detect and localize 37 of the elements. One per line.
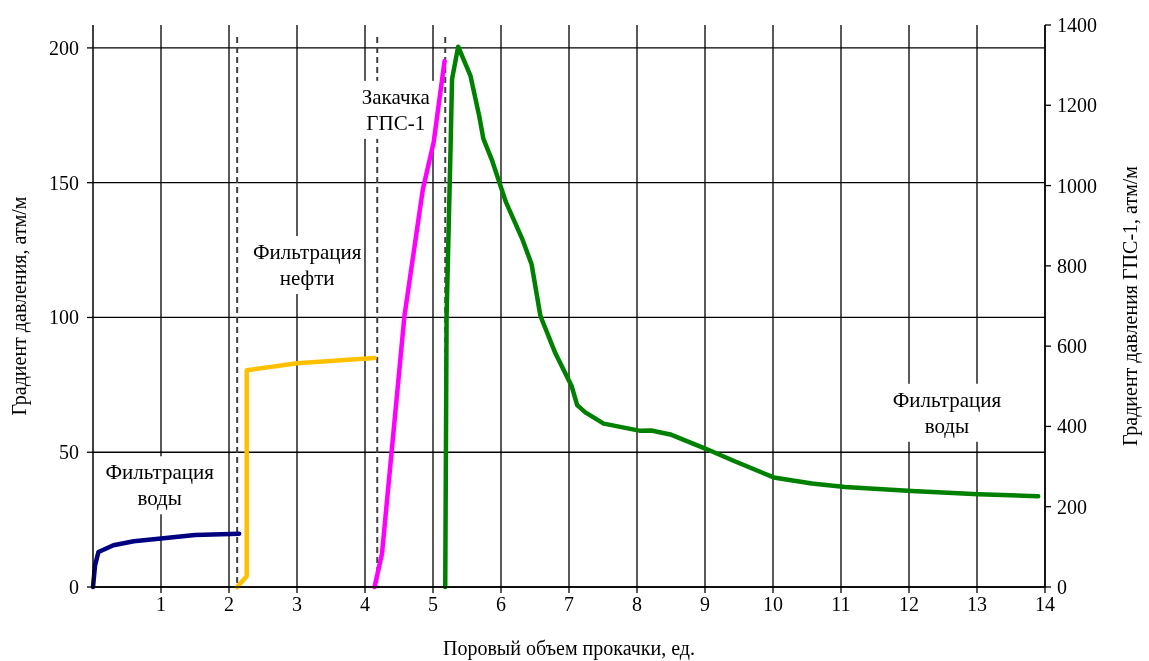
x-tick-label: 3 [292,593,302,615]
x-tick-label: 9 [700,593,710,615]
x-tick-label: 5 [428,593,438,615]
y2-tick-label: 200 [1057,495,1087,518]
y2-tick-label: 1400 [1057,14,1097,36]
line-series [442,44,1041,590]
x-tick-label: 6 [496,593,506,615]
x-tick-label: 4 [360,593,370,615]
x-tick-label: 7 [564,593,574,615]
y2-tick-label: 400 [1057,415,1087,438]
annotation: Закачка ГПС-1 [361,84,431,135]
y-tick-label: 150 [49,171,79,194]
x-axis-title: Поровый объем прокачки, ед. [442,637,696,660]
annotation: Фильтрация воды [892,387,1002,438]
x-tick-label: 14 [1035,593,1055,615]
annotation: Фильтрация нефти [252,239,362,290]
x-tick-label: 10 [763,593,783,615]
x-tick-label: 11 [831,593,851,615]
x-tick-label: 1 [156,593,166,615]
y-tick-label: 200 [49,36,79,59]
y2-tick-label: 600 [1057,335,1087,358]
x-tick-label: 13 [967,593,987,615]
y2-tick-label: 1000 [1057,174,1097,197]
y-tick-label: 50 [59,441,79,464]
y2-tick-label: 0 [1057,576,1067,598]
line-series [234,355,377,590]
x-tick-label: 12 [899,593,919,615]
line-series [90,531,242,590]
y-tick-label: 100 [49,306,79,329]
y2-tick-label: 1200 [1057,94,1097,117]
x-tick-label: 2 [224,593,234,615]
y-tick-label: 0 [69,576,79,598]
y2-tick-label: 800 [1057,254,1087,277]
x-tick-label: 8 [632,593,642,615]
y-axis-title: Градиент давления, атм/м [8,196,31,416]
y2-axis-title: Градиент давления ГПС-1, атм/м [1119,165,1142,447]
annotation: Фильтрация воды [105,460,215,511]
